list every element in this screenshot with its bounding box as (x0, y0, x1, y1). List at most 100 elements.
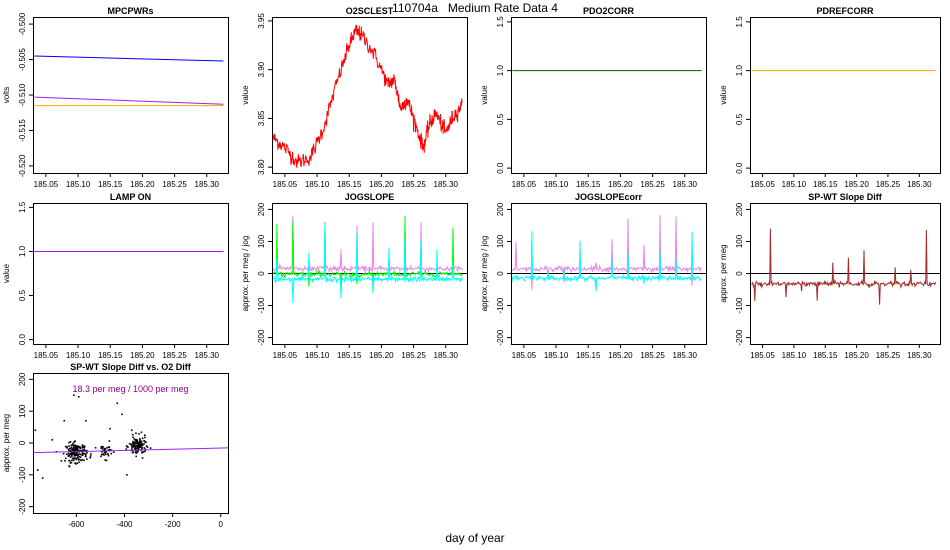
scatter-point (132, 442, 134, 444)
y-tick-label: 0 (18, 440, 27, 445)
plot-area (511, 215, 706, 292)
scatter-point (64, 459, 66, 462)
scatter-point (137, 447, 140, 450)
scatter-point (104, 459, 106, 461)
scatter-point (83, 445, 86, 448)
scatter-point (74, 462, 76, 464)
scatter-point (127, 446, 129, 448)
plot-frame (750, 17, 941, 174)
scatter-point (76, 453, 79, 456)
scatter-point (104, 449, 107, 451)
x-tick-label: 185.05 (273, 351, 298, 360)
scatter-point (73, 455, 76, 457)
scatter-point (78, 453, 80, 455)
x-tick-label: -400 (116, 520, 133, 529)
scatter-point (139, 444, 141, 447)
scatter-point (70, 447, 72, 450)
scatter-point (78, 458, 81, 461)
scatter-point (69, 441, 72, 443)
y-tick-label: 0.0 (735, 162, 744, 174)
scatter-point (71, 459, 73, 462)
scatter-point (72, 459, 75, 462)
scatter-point (72, 449, 75, 451)
scatter-point (78, 449, 81, 452)
x-tick-label: 185.30 (673, 180, 698, 189)
scatter-point (83, 448, 86, 451)
plot-area (34, 55, 224, 107)
scatter-point (141, 446, 144, 449)
scatter-point (136, 444, 138, 446)
scatter-point (135, 450, 137, 453)
scatter-point (72, 457, 74, 460)
scatter-point (76, 445, 79, 447)
scatter-point (132, 446, 135, 448)
x-tick-label: 185.10 (544, 180, 569, 189)
scatter-point (72, 453, 74, 455)
page-title: 110704a Medium Rate Data 4 (392, 1, 558, 15)
y-axis-label: volts (2, 87, 11, 103)
scatter-point (100, 453, 103, 456)
scatter-point (138, 440, 141, 443)
x-tick-label: 185.30 (434, 180, 459, 189)
plot-frame (272, 17, 468, 174)
scatter-point (135, 455, 138, 458)
scatter-point (72, 442, 74, 445)
x-tick-label: 185.10 (782, 351, 807, 360)
x-tick-label: 185.30 (673, 351, 698, 360)
scatter-point (74, 440, 76, 442)
scatter-point (142, 451, 145, 453)
scatter-point (77, 396, 80, 398)
y-tick-label: -0.505 (18, 48, 27, 71)
scatter-point (149, 447, 152, 449)
scatter-point (80, 459, 82, 462)
scatter-point (69, 453, 71, 455)
x-tick-label: 185.05 (512, 351, 537, 360)
scatter-point (79, 456, 82, 458)
y-tick-label: 100 (496, 234, 505, 248)
plot-title: MPCPWRs (107, 6, 153, 16)
scatter-point (102, 453, 104, 455)
scatter-point (70, 453, 73, 456)
x-tick-label: 185.20 (608, 351, 633, 360)
scatter-point (125, 445, 128, 447)
scatter-point (103, 447, 106, 450)
x-tick-label: 185.25 (876, 180, 901, 189)
scatter-point (73, 457, 75, 459)
scatter-point (143, 442, 145, 445)
scatter-point (72, 445, 75, 447)
y-tick-label: 0 (735, 271, 744, 276)
y-tick-label: 1.5 (735, 16, 744, 28)
scatter-points (34, 394, 152, 479)
scatter-point (131, 451, 134, 454)
plot-panel-7: JOGSLOPEcorr approx. per meg / jog 185.05 1… (480, 192, 707, 360)
scatter-point (132, 436, 134, 439)
y-tick-label: 200 (735, 202, 744, 216)
scatter-point (68, 454, 71, 457)
x-tick-label: 185.25 (640, 351, 665, 360)
scatter-point (145, 441, 147, 444)
scatter-point (70, 452, 73, 455)
fit-line (33, 447, 228, 454)
scatter-point (84, 453, 87, 456)
scatter-point (74, 450, 77, 452)
x-tick-label: 185.05 (750, 351, 775, 360)
scatter-point (134, 447, 137, 450)
scatter-point (62, 452, 65, 455)
plot-title: SP-WT Slope Diff vs. O2 Diff (70, 362, 192, 372)
x-tick-label: 185.10 (544, 351, 569, 360)
scatter-point (139, 441, 142, 443)
x-tick-label: 185.25 (162, 351, 187, 360)
y-axis-label: approx. per meg (2, 414, 11, 472)
scatter-point (68, 447, 71, 450)
scatter-point (143, 447, 146, 449)
x-tick-label: 185.25 (401, 351, 426, 360)
plot-panel-2: O2SCLEST value 185.05 185.10 185.15 185.20 185… (241, 6, 468, 189)
plot-panel-4: PDREFCORR value 185.05 185.10 185.15 185.20 18… (719, 6, 941, 189)
scatter-point (143, 439, 145, 442)
scatter-point (71, 455, 73, 457)
y-tick-label: -200 (257, 329, 266, 346)
scatter-point (90, 453, 92, 455)
scatter-point (94, 446, 97, 449)
series-line (34, 96, 224, 105)
y-tick-label: -100 (257, 297, 266, 314)
